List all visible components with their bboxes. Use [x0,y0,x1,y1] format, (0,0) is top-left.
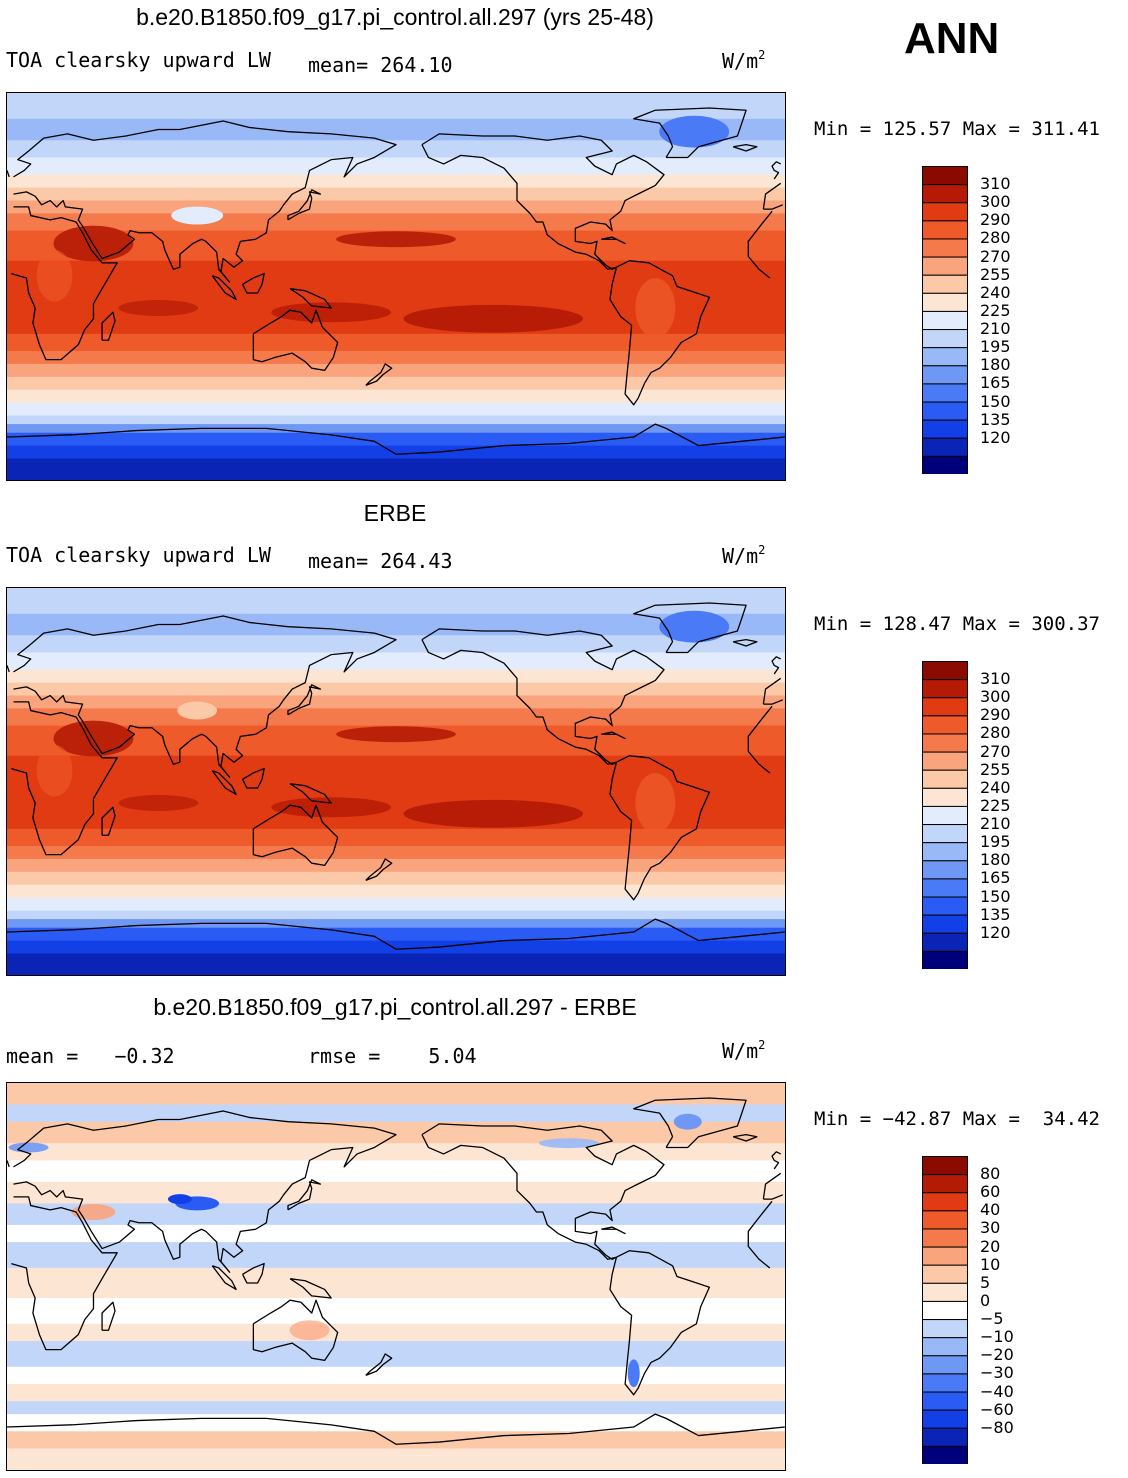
panel-1-map-canvas [7,93,785,480]
panel-1-min-max: Min = 125.57 Max = 311.41 [814,118,1100,140]
panel-2-mean: mean= 264.43 [308,549,453,573]
panel-3-mean: mean = −0.32 [6,1044,175,1068]
colorbar-tick-label: 210 [980,814,1011,834]
colorbar-tick-label: 240 [980,777,1011,797]
colorbar-tick-label: 135 [980,904,1011,924]
panel-2-variable-label: TOA clearsky upward LW [6,543,271,567]
colorbar-tick-label: 180 [980,355,1011,375]
panel-3-units: W/m2 [722,1038,766,1063]
colorbar-tick-label: 10 [980,1254,1001,1274]
colorbar-tick-label: 195 [980,337,1011,357]
colorbar-tick-label: 210 [980,319,1011,339]
colorbar-tick-label: 280 [980,228,1011,248]
panel-1-map [6,92,786,481]
colorbar-tick-label: −60 [980,1399,1014,1419]
panel-3-title: b.e20.B1850.f09_g17.pi_control.all.297 -… [153,994,637,1020]
colorbar-tick-label: 255 [980,264,1011,284]
colorbar-tick-label: 290 [980,210,1011,230]
colorbar-tick-label: 40 [980,1200,1001,1220]
colorbar-tick-label: 30 [980,1218,1001,1238]
colorbar-tick-label: 135 [980,409,1011,429]
panel-3-map [6,1082,786,1471]
colorbar-tick-label: 255 [980,759,1011,779]
panel-3-map-canvas [7,1083,785,1470]
colorbar-tick-label: 270 [980,741,1011,761]
colorbar-tick-label: 195 [980,832,1011,852]
panel-1-title: b.e20.B1850.f09_g17.pi_control.all.297 (… [136,4,654,30]
colorbar-tick-label: 290 [980,705,1011,725]
colorbar-tick-label: 270 [980,246,1011,266]
colorbar-tick-label: 0 [980,1290,991,1310]
colorbar-tick-label: 5 [980,1272,991,1292]
colorbar-tick-label: 80 [980,1164,1001,1184]
panel-2-units: W/m2 [722,543,766,568]
panel-1-mean: mean= 264.10 [308,53,453,77]
colorbar-tick-label: 300 [980,192,1011,212]
colorbar-tick-label: 310 [980,669,1011,689]
colorbar-tick-label: 300 [980,687,1011,707]
colorbar-tick-label: 20 [980,1236,1001,1256]
colorbar-tick-label: 225 [980,795,1011,815]
colorbar-tick-label: 280 [980,723,1011,743]
panel-2-map-canvas [7,588,785,975]
colorbar-tick-label: 165 [980,868,1011,888]
colorbar-tick-label: 120 [980,427,1011,447]
colorbar-tick-label: −80 [980,1417,1014,1437]
panel-1-units: W/m2 [722,48,766,73]
colorbar-tick-label: −30 [980,1363,1014,1383]
panel-2-min-max: Min = 128.47 Max = 300.37 [814,613,1100,635]
colorbar-tick-label: 240 [980,282,1011,302]
colorbar-tick-label: −10 [980,1327,1014,1347]
colorbar-tick-label: −20 [980,1345,1014,1365]
season-label: ANN [904,14,1000,63]
colorbar-tick-label: 150 [980,886,1011,906]
panel-2-map [6,587,786,976]
colorbar-tick-label: −5 [980,1309,1004,1329]
colorbar-tick-label: 120 [980,922,1011,942]
colorbar-tick-label: −40 [980,1381,1014,1401]
colorbar-tick-label: 180 [980,850,1011,870]
colorbar-tick-label: 310 [980,174,1011,194]
colorbar-tick-label: 60 [980,1182,1001,1202]
panel-1-colorbar: 310 300 290 280 270 255 240 225 210 195 180 165 150 1… [922,166,1011,474]
panel-2-colorbar: 310 300 290 280 270 255 240 225 210 195 180 165 150 1… [922,661,1011,969]
panel-2-title: ERBE [363,500,427,526]
panel-3-colorbar: 80 60 40 30 20 10 5 0 −5 −10 −20 −30 −40 −60 −80 [922,1156,1014,1464]
colorbar-tick-label: 150 [980,391,1011,411]
colorbar-tick-label: 165 [980,373,1011,393]
colorbar-tick-label: 225 [980,300,1011,320]
panel-1-variable-label: TOA clearsky upward LW [6,48,271,72]
panel-3-min-max: Min = −42.87 Max = 34.42 [814,1108,1100,1130]
panel-3-rmse: rmse = 5.04 [308,1044,477,1068]
